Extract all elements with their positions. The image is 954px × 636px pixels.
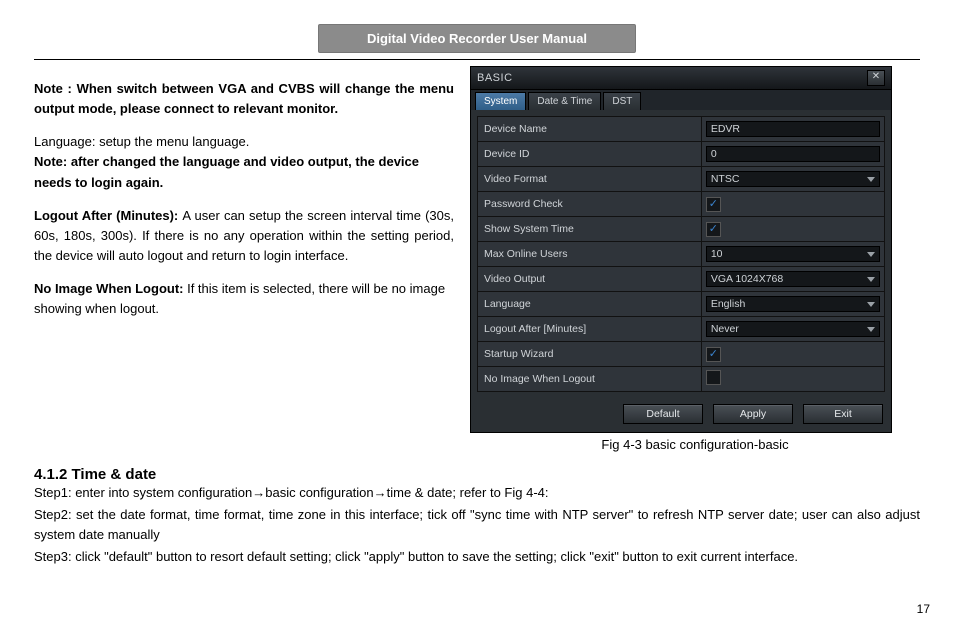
chevron-down-icon — [867, 177, 875, 182]
figure-caption: Fig 4-3 basic configuration-basic — [470, 437, 920, 452]
doc-header: Digital Video Recorder User Manual — [318, 24, 636, 53]
logout-lead: Logout After (Minutes): — [34, 208, 182, 223]
logout-after-value: Never — [711, 323, 739, 335]
device-name-input[interactable]: EDVR — [706, 121, 880, 137]
max-online-users-value: 10 — [711, 248, 723, 260]
table-row: Logout After [Minutes] Never — [478, 317, 885, 342]
tab-system[interactable]: System — [475, 92, 526, 110]
language-select[interactable]: English — [706, 296, 880, 312]
arrow-icon: → — [252, 485, 265, 500]
table-row: Show System Time ✓ — [478, 217, 885, 242]
exit-button[interactable]: Exit — [803, 404, 883, 424]
label-language: Language — [478, 292, 702, 317]
label-device-name: Device Name — [478, 117, 702, 142]
table-row: Startup Wizard ✓ — [478, 342, 885, 367]
label-password-check: Password Check — [478, 192, 702, 217]
table-row: Video Output VGA 1024X768 — [478, 267, 885, 292]
chevron-down-icon — [867, 252, 875, 257]
password-check-checkbox[interactable]: ✓ — [706, 197, 721, 212]
table-row: Max Online Users 10 — [478, 242, 885, 267]
device-id-input[interactable]: 0 — [706, 146, 880, 162]
label-show-system-time: Show System Time — [478, 217, 702, 242]
note1-rest: When switch between VGA and CVBS will ch… — [34, 81, 454, 116]
chevron-down-icon — [867, 327, 875, 332]
table-row: No Image When Logout — [478, 367, 885, 392]
label-startup-wizard: Startup Wizard — [478, 342, 702, 367]
label-video-format: Video Format — [478, 167, 702, 192]
left-column: Note : When switch between VGA and CVBS … — [34, 66, 454, 452]
header-rule — [34, 59, 920, 60]
video-format-select[interactable]: NTSC — [706, 171, 880, 187]
video-output-select[interactable]: VGA 1024X768 — [706, 271, 880, 287]
tab-date-time[interactable]: Date & Time — [528, 92, 601, 110]
label-device-id: Device ID — [478, 142, 702, 167]
no-image-logout-checkbox[interactable] — [706, 370, 721, 385]
noimg-lead: No Image When Logout: — [34, 281, 187, 296]
video-format-value: NTSC — [711, 173, 740, 185]
label-max-online-users: Max Online Users — [478, 242, 702, 267]
label-no-image-logout: No Image When Logout — [478, 367, 702, 392]
step3: Step3: click "default" button to resort … — [34, 547, 920, 567]
chevron-down-icon — [867, 302, 875, 307]
show-system-time-checkbox[interactable]: ✓ — [706, 222, 721, 237]
logout-after-select[interactable]: Never — [706, 321, 880, 337]
section-heading: 4.1.2 Time & date — [34, 466, 920, 483]
startup-wizard-checkbox[interactable]: ✓ — [706, 347, 721, 362]
table-row: Language English — [478, 292, 885, 317]
table-row: Device ID 0 — [478, 142, 885, 167]
video-output-value: VGA 1024X768 — [711, 273, 783, 285]
language-line: Language: setup the menu language. — [34, 132, 454, 152]
basic-config-dialog: BASIC ✕ System Date & Time DST Device Na… — [470, 66, 892, 433]
table-row: Video Format NTSC — [478, 167, 885, 192]
tab-dst[interactable]: DST — [603, 92, 641, 110]
max-online-users-select[interactable]: 10 — [706, 246, 880, 262]
step1c: time & date; refer to Fig 4-4: — [387, 485, 549, 500]
label-logout-after: Logout After [Minutes] — [478, 317, 702, 342]
table-row: Password Check ✓ — [478, 192, 885, 217]
note1-lead: Note : — [34, 81, 77, 96]
chevron-down-icon — [867, 277, 875, 282]
step1a: Step1: enter into system configuration — [34, 485, 252, 500]
dialog-title: BASIC — [477, 72, 513, 84]
table-row: Device Name EDVR — [478, 117, 885, 142]
arrow-icon: → — [374, 485, 387, 500]
note2: Note: after changed the language and vid… — [34, 154, 419, 189]
step1b: basic configuration — [265, 485, 373, 500]
page-number: 17 — [917, 602, 930, 616]
step2: Step2: set the date format, time format,… — [34, 505, 920, 545]
close-icon[interactable]: ✕ — [867, 70, 885, 86]
default-button[interactable]: Default — [623, 404, 703, 424]
apply-button[interactable]: Apply — [713, 404, 793, 424]
language-value: English — [711, 298, 745, 310]
label-video-output: Video Output — [478, 267, 702, 292]
